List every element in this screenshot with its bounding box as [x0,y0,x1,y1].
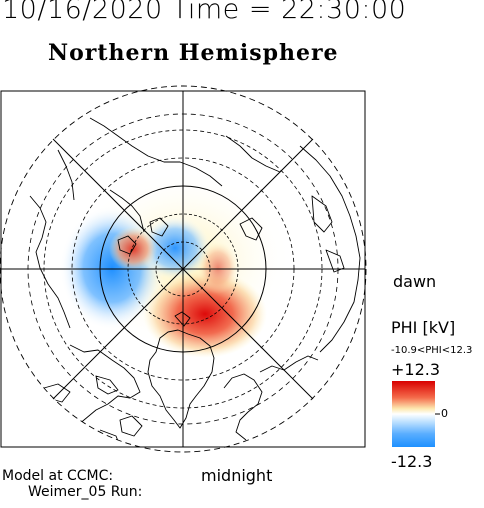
colorbar-max-label: +12.3 [391,360,441,379]
model-at-label: Model at CCMC: [2,468,114,484]
midnight-label: midnight [201,466,273,485]
hemisphere-title: Northern Hemisphere [48,40,339,66]
dawn-label: dawn [393,272,437,291]
colorbar-zero-label: 0 [441,407,448,420]
run-label: Weimer_05 Run: [28,484,143,500]
timestamp-title: 10/16/2020 Time = 22:30:00 [2,0,407,25]
colorbar-gradient [392,381,435,447]
potential-pattern [60,170,293,358]
colorbar-range: -10.9<PHI<12.3 [391,345,473,356]
colorbar-title: PHI [kV] [391,318,456,337]
meridian-lines [1,91,365,447]
colorbar-min-label: -12.3 [391,452,433,471]
coastlines [29,117,361,447]
